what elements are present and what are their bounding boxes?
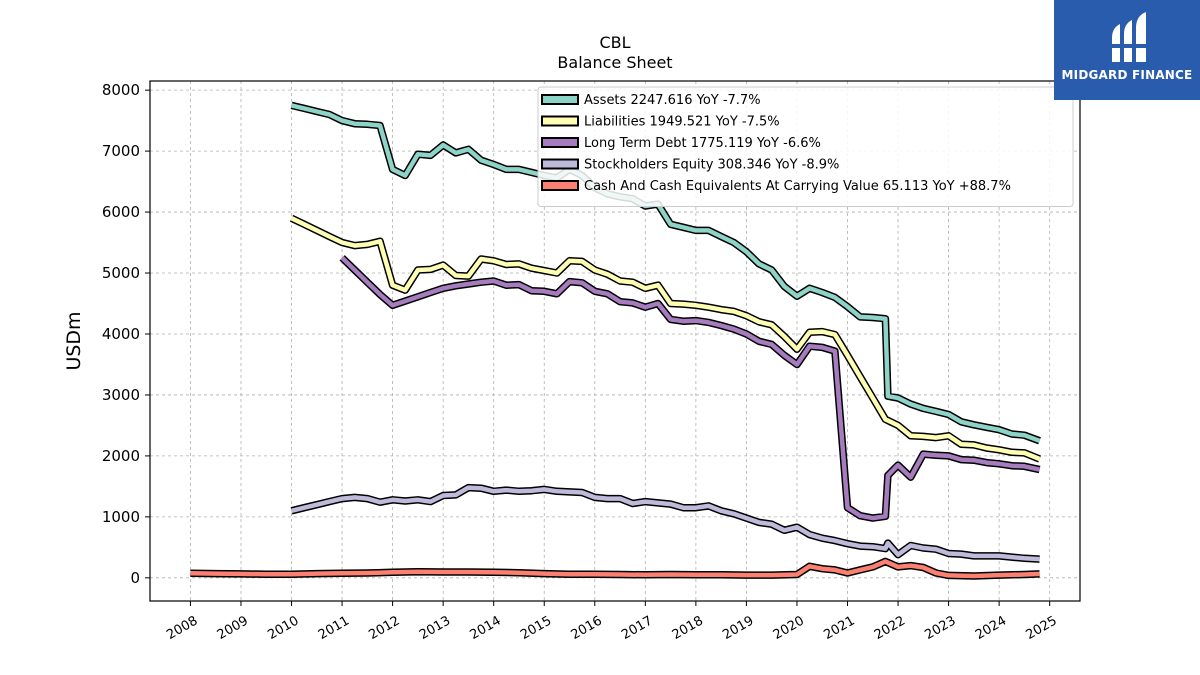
y-tick-label: 5000 xyxy=(102,264,140,282)
brand-logo: MIDGARD FINANCE xyxy=(1054,0,1200,100)
x-tick-label: 2019 xyxy=(720,613,756,643)
x-tick-label: 2016 xyxy=(569,613,605,643)
x-tick-label: 2011 xyxy=(316,613,352,643)
legend-swatch xyxy=(541,94,579,105)
x-tick-label: 2024 xyxy=(973,613,1009,643)
legend-label: Assets 2247.616 YoY -7.7% xyxy=(584,93,761,108)
y-tick-label: 6000 xyxy=(102,203,140,221)
chart-title: CBL xyxy=(599,33,630,52)
x-tick-label: 2013 xyxy=(417,613,453,643)
x-axis: 2008 2009 2010 2011 2012 2013 2014 2015 2016 2017… xyxy=(164,601,1060,643)
series-line-outline xyxy=(339,255,1041,522)
logo-mark-icon xyxy=(1108,12,1150,62)
y-tick-label: 3000 xyxy=(102,386,140,404)
plot-frame xyxy=(149,80,1081,602)
x-tick-label: 2010 xyxy=(265,613,301,643)
x-tick-label: 2009 xyxy=(215,613,251,643)
legend-label: Long Term Debt 1775.119 YoY -6.6% xyxy=(584,136,821,151)
y-tick-label: 1000 xyxy=(102,508,140,526)
x-tick-label: 2008 xyxy=(164,613,200,643)
series-line-outline xyxy=(289,214,1041,463)
series-line xyxy=(190,559,1040,579)
legend-box xyxy=(537,86,1074,207)
y-axis-label: USDm xyxy=(63,311,85,370)
x-tick-label: 2014 xyxy=(468,613,504,643)
y-tick-label: 0 xyxy=(130,569,140,587)
x-tick-label: 2021 xyxy=(821,613,857,643)
chart-subtitle: Balance Sheet xyxy=(557,53,672,72)
y-tick-label: 2000 xyxy=(102,447,140,465)
x-tick-label: 2012 xyxy=(366,613,402,643)
legend-swatch xyxy=(541,158,579,170)
series-line xyxy=(290,216,1041,462)
x-tick-label: 2022 xyxy=(872,613,908,643)
y-tick-label: 7000 xyxy=(102,142,140,160)
legend-swatch xyxy=(541,180,579,191)
x-tick-label: 2025 xyxy=(1024,613,1060,643)
series-lines xyxy=(190,101,1041,580)
x-tick-label: 2020 xyxy=(771,613,807,643)
legend-label: Stockholders Equity 308.346 YoY -8.9% xyxy=(584,158,839,173)
x-tick-label: 2015 xyxy=(518,613,554,643)
legend-label: Cash And Cash Equivalents At Carrying Va… xyxy=(584,179,1011,194)
legend-label: Liabilities 1949.521 YoY -7.5% xyxy=(584,115,780,130)
series-0 xyxy=(290,101,1041,445)
legend-swatch xyxy=(541,137,579,148)
series-2 xyxy=(339,255,1041,522)
x-tick-label: 2018 xyxy=(670,613,706,643)
logo-text: MIDGARD FINANCE xyxy=(1061,68,1193,82)
series-line xyxy=(290,485,1040,562)
series-line xyxy=(290,103,1041,443)
y-tick-label: 4000 xyxy=(102,325,140,343)
legend-swatch xyxy=(541,115,579,127)
x-tick-label: 2017 xyxy=(619,613,655,643)
legend: Assets 2247.616 YoY -7.7% Liabilities 194… xyxy=(537,86,1074,207)
x-tick-label: 2023 xyxy=(922,613,958,643)
series-4 xyxy=(190,557,1040,580)
series-3 xyxy=(290,483,1040,563)
series-1 xyxy=(289,214,1041,463)
y-tick-label: 8000 xyxy=(102,81,140,99)
y-axis: 0 1000 2000 3000 4000 5000 6000 7000 8000 xyxy=(102,81,150,587)
series-line xyxy=(340,256,1041,521)
